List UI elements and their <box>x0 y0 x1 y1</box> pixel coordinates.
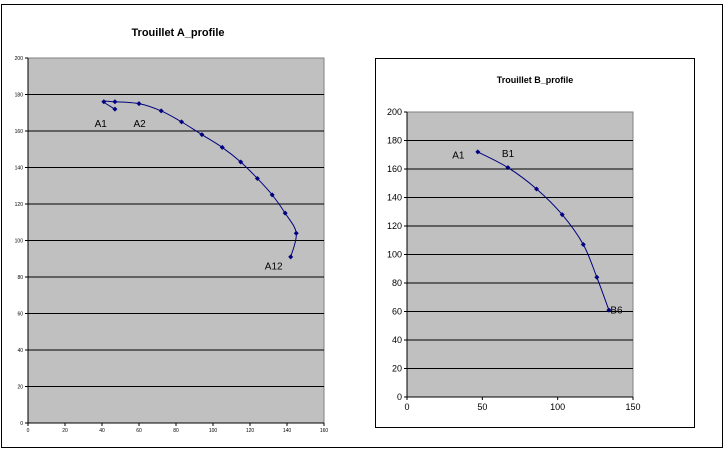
data-point <box>112 99 118 105</box>
y-tick-label: 160 <box>387 164 402 174</box>
y-tick-label: 0 <box>397 392 402 402</box>
data-point <box>238 159 244 165</box>
data-point <box>534 186 540 192</box>
y-tick-label: 200 <box>387 107 402 117</box>
data-point <box>136 101 142 107</box>
y-tick-label: 60 <box>17 311 23 317</box>
data-point <box>282 210 288 216</box>
x-tick-label: 40 <box>99 428 105 434</box>
x-tick-label: 160 <box>320 428 329 434</box>
y-tick-label: 120 <box>15 202 24 208</box>
point-label: A12 <box>265 262 283 273</box>
data-point <box>559 212 565 218</box>
y-tick-label: 40 <box>392 335 402 345</box>
y-tick-label: 160 <box>15 129 24 135</box>
x-tick-label: 20 <box>62 428 68 434</box>
x-tick-label: 120 <box>246 428 255 434</box>
data-point <box>293 230 299 236</box>
point-label: A1 <box>95 119 108 130</box>
y-tick-label: 80 <box>392 278 402 288</box>
point-label: A2 <box>133 119 146 130</box>
data-point <box>269 192 275 198</box>
y-tick-label: 100 <box>15 238 24 244</box>
y-tick-label: 140 <box>387 193 402 203</box>
x-tick-label: 150 <box>625 402 640 412</box>
data-point <box>606 307 612 313</box>
y-tick-label: 0 <box>20 421 23 427</box>
y-tick-label: 180 <box>15 92 24 98</box>
data-point <box>288 254 294 260</box>
y-tick-label: 200 <box>15 56 24 62</box>
x-tick-label: 100 <box>550 402 565 412</box>
data-point <box>505 165 511 171</box>
y-tick-label: 100 <box>387 250 402 260</box>
data-point <box>594 274 600 280</box>
chart-title: Trouillet A_profile <box>131 27 224 39</box>
chart-title: Trouillet B_profile <box>497 75 574 85</box>
y-tick-label: 20 <box>392 364 402 374</box>
x-tick-label: 60 <box>136 428 142 434</box>
data-point <box>158 108 164 114</box>
y-tick-label: 40 <box>17 348 23 354</box>
y-tick-label: 180 <box>387 136 402 146</box>
y-tick-label: 60 <box>392 307 402 317</box>
point-label: B6 <box>610 306 623 317</box>
data-point <box>580 242 586 248</box>
y-tick-label: 120 <box>387 221 402 231</box>
y-tick-label: 140 <box>15 165 24 171</box>
data-point <box>179 119 185 125</box>
data-point <box>254 175 260 181</box>
data-point <box>101 99 107 105</box>
point-label: B1 <box>502 149 515 160</box>
data-point <box>219 144 225 150</box>
x-tick-label: 140 <box>283 428 292 434</box>
x-tick-label: 0 <box>27 428 30 434</box>
x-tick-label: 80 <box>173 428 179 434</box>
data-point <box>475 149 481 155</box>
y-tick-label: 20 <box>17 384 23 390</box>
x-tick-label: 100 <box>209 428 218 434</box>
x-tick-label: 0 <box>404 402 409 412</box>
data-point <box>112 106 118 112</box>
point-label: A1 <box>452 150 465 161</box>
x-tick-label: 50 <box>477 402 487 412</box>
data-point <box>199 132 205 138</box>
y-tick-label: 80 <box>17 275 23 281</box>
